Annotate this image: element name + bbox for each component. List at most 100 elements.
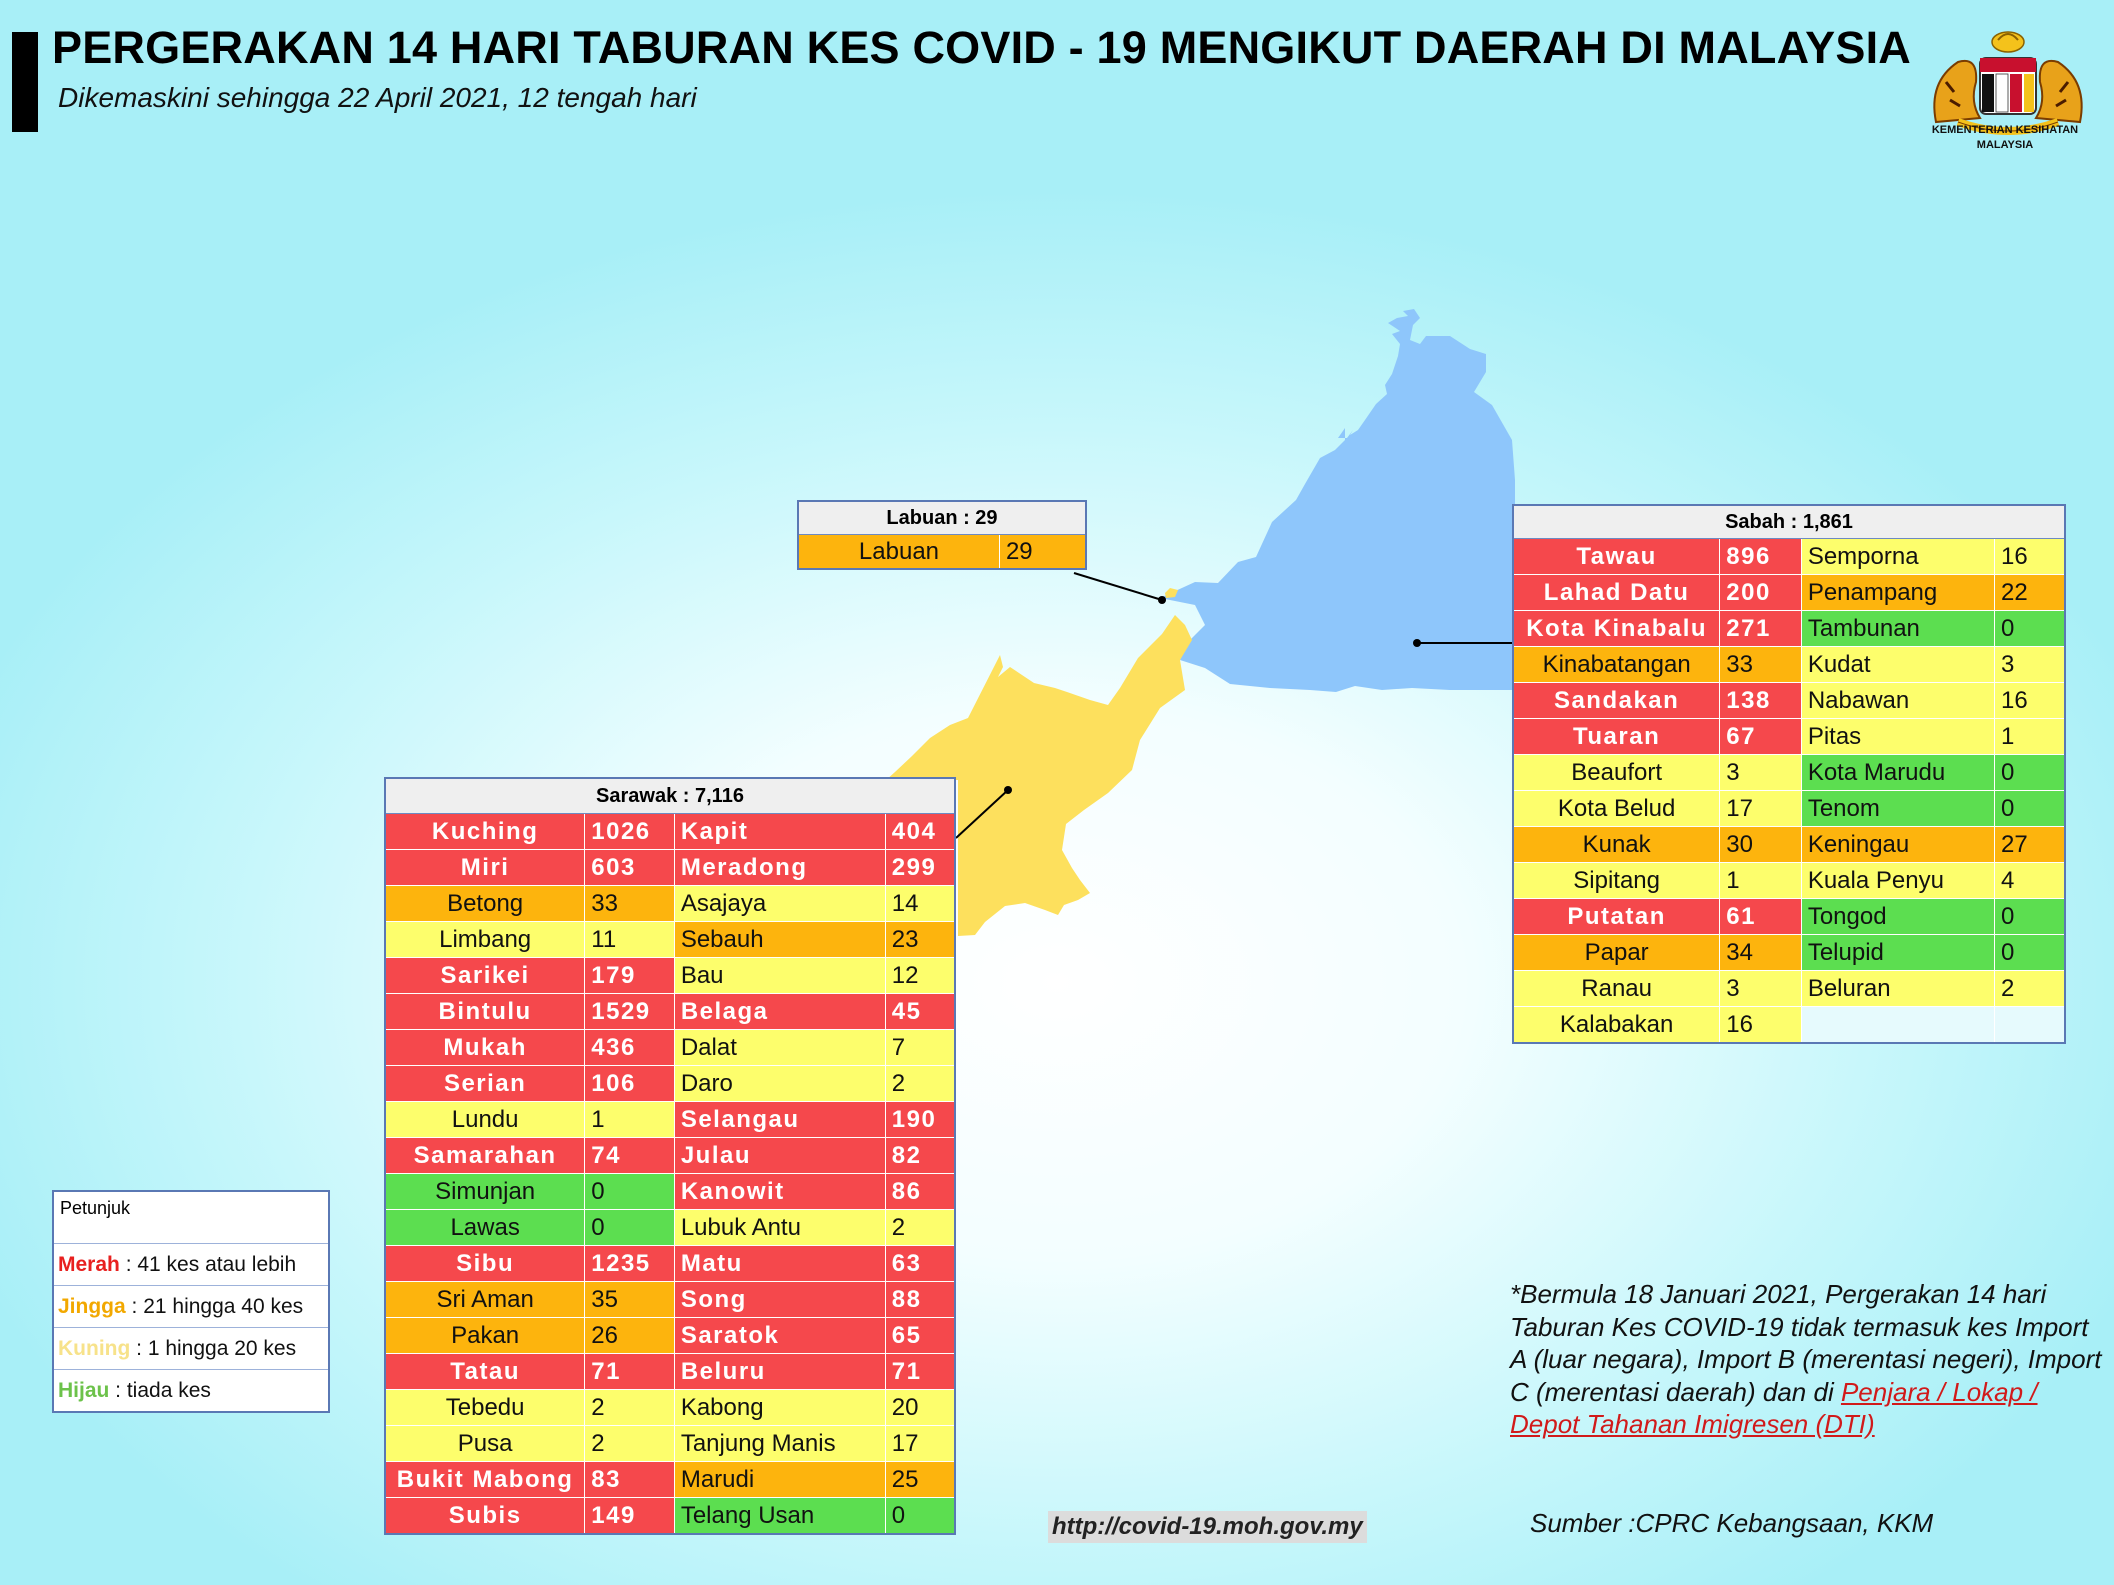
- district-name: Kuching: [384, 813, 586, 850]
- district-cases: 14: [884, 885, 956, 922]
- district-name: Putatan: [1512, 898, 1721, 935]
- district-name: Labuan: [797, 534, 1000, 570]
- table-row: Pusa 2 Tanjung Manis 17: [384, 1425, 956, 1462]
- district-cases: 65: [884, 1317, 956, 1354]
- district-cases: 27: [1994, 826, 2066, 863]
- district-cases: 33: [584, 885, 675, 922]
- district-name: Saratok: [673, 1317, 886, 1354]
- district-cases: 2: [884, 1209, 956, 1246]
- district-cases: 67: [1719, 718, 1802, 755]
- district-name: Bau: [673, 957, 886, 994]
- district-cases: 1529: [584, 993, 675, 1030]
- district-cases: 299: [884, 849, 956, 886]
- legend-key: Jingga: [58, 1295, 126, 1318]
- district-name: Kuala Penyu: [1800, 862, 1996, 899]
- district-name: Kabong: [673, 1389, 886, 1426]
- district-cases: 896: [1719, 538, 1802, 575]
- district-name: Selangau: [673, 1101, 886, 1138]
- footnote-dti-link[interactable]: Penjara / Lokap / Depot Tahanan Imigrese…: [1510, 1376, 2038, 1440]
- table-row: Labuan 29: [797, 534, 1087, 570]
- table-row: Lundu 1 Selangau 190: [384, 1101, 956, 1138]
- district-cases: 25: [884, 1461, 956, 1498]
- sabah-pointer-dot: [1413, 639, 1421, 647]
- table-row: Kalabakan 16: [1512, 1006, 2066, 1044]
- district-name: Sipitang: [1512, 862, 1721, 899]
- labuan-region[interactable]: [1165, 588, 1178, 598]
- district-name: Tatau: [384, 1353, 586, 1390]
- legend-key: Hijau: [58, 1379, 110, 1402]
- table-row: Mukah 436 Dalat 7: [384, 1029, 956, 1066]
- district-name: Bukit Mabong: [384, 1461, 586, 1498]
- district-name: Sarikei: [384, 957, 586, 994]
- labuan-pointer-line: [1073, 572, 1163, 601]
- district-name: Tuaran: [1512, 718, 1721, 755]
- district-name: Tenom: [1800, 790, 1996, 827]
- district-cases: 436: [584, 1029, 675, 1066]
- district-name: Marudi: [673, 1461, 886, 1498]
- district-cases: 2: [584, 1389, 675, 1426]
- footnote: *Bermula 18 Januari 2021, Pergerakan 14 …: [1510, 1278, 2110, 1441]
- table-row: Kinabatangan 33 Kudat 3: [1512, 646, 2066, 683]
- district-name: Kota Marudu: [1800, 754, 1996, 791]
- district-cases: 190: [884, 1101, 956, 1138]
- district-cases: 0: [884, 1497, 956, 1535]
- district-name: Samarahan: [384, 1137, 586, 1174]
- district-cases: 20: [884, 1389, 956, 1426]
- district-cases: 29: [998, 534, 1087, 570]
- legend-item: Hijau : tiada kes: [54, 1370, 328, 1411]
- sabah-region[interactable]: [1160, 309, 1515, 692]
- district-cases: 1: [1719, 862, 1802, 899]
- table-row: Kunak 30 Keningau 27: [1512, 826, 2066, 863]
- table-row: Papar 34 Telupid 0: [1512, 934, 2066, 971]
- district-name: Tongod: [1800, 898, 1996, 935]
- district-name: Kalabakan: [1512, 1006, 1721, 1044]
- district-name: Song: [673, 1281, 886, 1318]
- sarawak-region[interactable]: [886, 615, 1192, 936]
- district-cases: 16: [1719, 1006, 1802, 1044]
- sabah-table: Sabah : 1,861 Tawau 896 Semporna 16 Lahad Da…: [1512, 504, 2066, 1044]
- legend-item: Jingga : 21 hingga 40 kes: [54, 1286, 328, 1328]
- moh-covid-url[interactable]: http://covid-19.moh.gov.my: [1048, 1511, 1367, 1543]
- footnote-text: *Bermula 18 Januari 2021, Pergerakan 14 …: [1510, 1279, 2102, 1407]
- logo-caption-line1: KEMENTERIAN KESIHATAN: [1931, 124, 2079, 136]
- district-name: Kota Kinabalu: [1512, 610, 1721, 647]
- district-name: Lawas: [384, 1209, 586, 1246]
- district-name: Belaga: [673, 993, 886, 1030]
- legend-description: : tiada kes: [109, 1379, 211, 1402]
- sarawak-table-header: Sarawak : 7,116: [384, 777, 956, 814]
- district-cases: 106: [584, 1065, 675, 1102]
- district-cases: 1: [584, 1101, 675, 1138]
- table-row: Ranau 3 Beluran 2: [1512, 970, 2066, 1007]
- district-cases: 1026: [584, 813, 675, 850]
- legend-item: Kuning : 1 hingga 20 kes: [54, 1328, 328, 1370]
- table-row: Tebedu 2 Kabong 20: [384, 1389, 956, 1426]
- district-name: Lubuk Antu: [673, 1209, 886, 1246]
- district-cases: 34: [1719, 934, 1802, 971]
- district-cases: 63: [884, 1245, 956, 1282]
- district-name: Nabawan: [1800, 682, 1996, 719]
- district-cases: 30: [1719, 826, 1802, 863]
- district-name: Kota Belud: [1512, 790, 1721, 827]
- district-name: Keningau: [1800, 826, 1996, 863]
- table-row: Sipitang 1 Kuala Penyu 4: [1512, 862, 2066, 899]
- district-name: Dalat: [673, 1029, 886, 1066]
- labuan-table-header: Labuan : 29: [797, 500, 1087, 535]
- district-name: Betong: [384, 885, 586, 922]
- district-cases: 200: [1719, 574, 1802, 611]
- table-row: Beaufort 3 Kota Marudu 0: [1512, 754, 2066, 791]
- district-cases: 35: [584, 1281, 675, 1318]
- district-name: Subis: [384, 1497, 586, 1535]
- district-cases: 71: [584, 1353, 675, 1390]
- district-cases: 1235: [584, 1245, 675, 1282]
- table-row: Bukit Mabong 83 Marudi 25: [384, 1461, 956, 1498]
- district-cases: 74: [584, 1137, 675, 1174]
- district-name: Kanowit: [673, 1173, 886, 1210]
- district-cases: 149: [584, 1497, 675, 1535]
- district-name: Tambunan: [1800, 610, 1996, 647]
- logo-caption-line2: MALAYSIA: [1976, 139, 2034, 151]
- district-cases: 0: [1994, 790, 2066, 827]
- district-name: Bintulu: [384, 993, 586, 1030]
- district-cases: 4: [1994, 862, 2066, 899]
- district-cases: 3: [1994, 646, 2066, 683]
- page-subtitle: Dikemaskini sehingga 22 April 2021, 12 t…: [58, 82, 697, 113]
